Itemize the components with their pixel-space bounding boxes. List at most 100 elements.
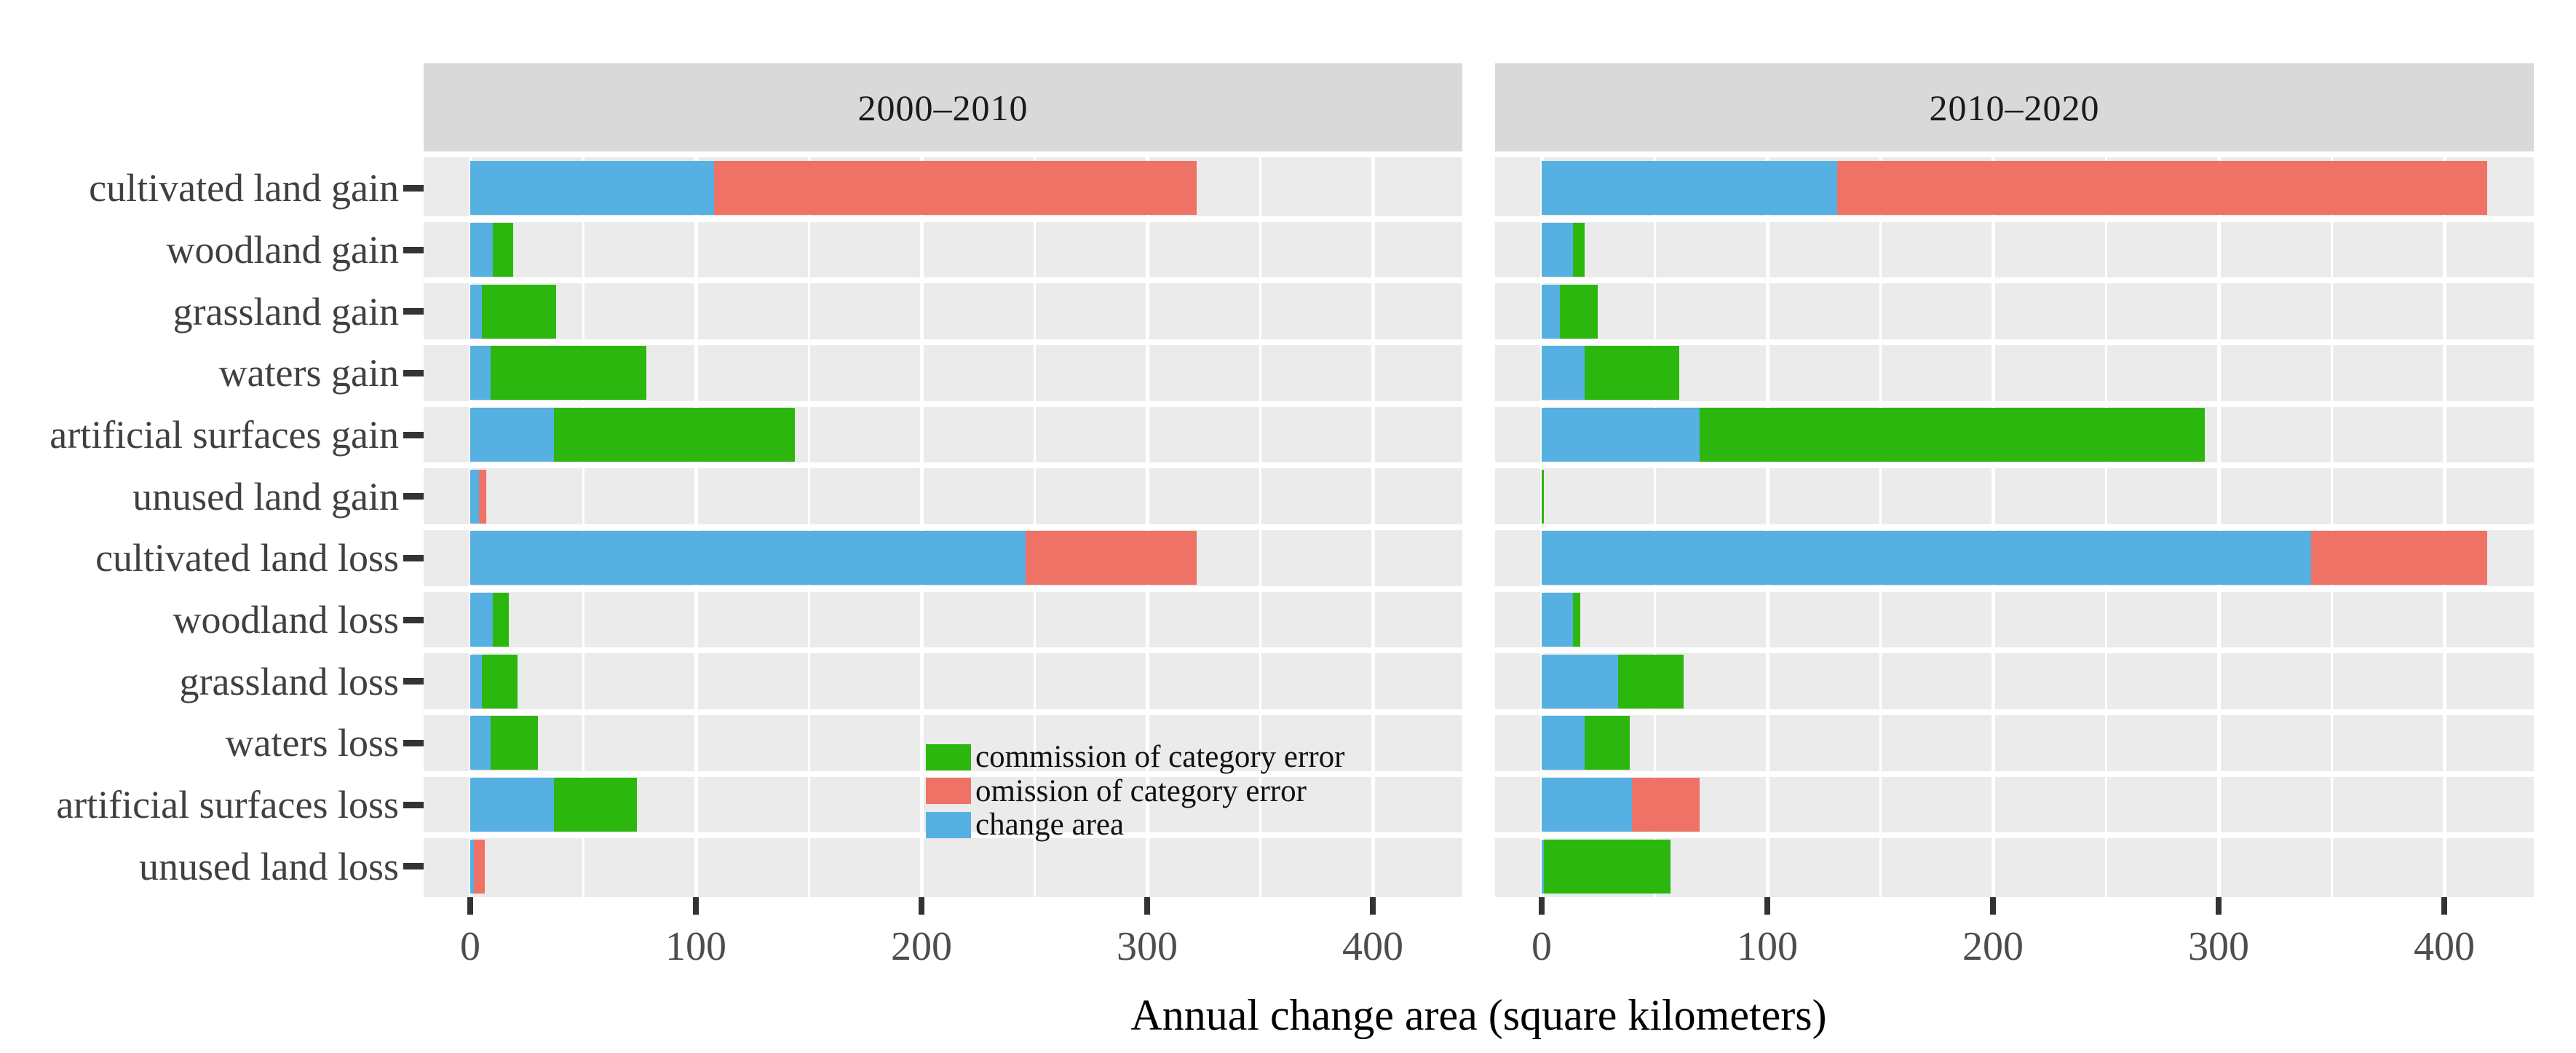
bar-segment-omission-error [713, 161, 1197, 216]
bar-segment-commission-error [493, 593, 509, 647]
bar-segment-change-area [1542, 593, 1574, 647]
bar-row [424, 716, 1462, 770]
y-tick-mark [403, 431, 424, 438]
x-tick-label: 200 [891, 924, 952, 969]
bar-segment-commission-error [490, 346, 646, 401]
bar-row [424, 284, 1462, 339]
y-axis-label: cultivated land loss [95, 536, 399, 580]
bar-segment-change-area [470, 223, 493, 277]
x-tick-mark [1539, 897, 1545, 915]
bar-segment-change-area [470, 161, 714, 216]
x-tick-label: 400 [1342, 924, 1403, 969]
x-axis-title: Annual change area (square kilometers) [1130, 991, 1827, 1039]
bar-segment-change-area [470, 531, 1026, 585]
x-tick-label: 0 [1531, 924, 1552, 969]
y-tick-mark [403, 801, 424, 808]
bar-row [424, 531, 1462, 585]
y-tick-mark [403, 678, 424, 685]
bar-row [424, 223, 1462, 277]
legend-key-change-icon [926, 811, 971, 838]
bar-row [1495, 593, 2534, 647]
bar-segment-commission-error [1700, 408, 2206, 462]
x-tick-mark [1990, 897, 1996, 915]
bar-row [1495, 654, 2534, 709]
bar-segment-commission-error [490, 716, 538, 770]
y-tick-mark [403, 308, 424, 315]
y-axis-label: woodland gain [166, 228, 399, 272]
x-tick-mark [1764, 897, 1770, 915]
x-tick-label: 300 [2188, 924, 2249, 969]
bar-segment-change-area [1542, 654, 1619, 709]
bar-segment-change-area [1542, 716, 1585, 770]
bar-segment-change-area [1542, 346, 1585, 401]
x-tick-mark [2216, 897, 2222, 915]
bar-segment-change-area [1542, 161, 1838, 216]
gridline-row-separator [1495, 647, 2534, 654]
gridline-row-separator [424, 462, 1462, 469]
x-tick-label: 100 [665, 924, 726, 969]
bar-segment-omission-error [1837, 161, 2487, 216]
gridline-row-separator [1495, 832, 2534, 839]
legend-label: omission of category error [975, 773, 1307, 808]
bar-segment-commission-error [1573, 593, 1580, 647]
bar-segment-commission-error [1559, 284, 1598, 339]
bar-row [424, 778, 1462, 832]
bar-row [424, 408, 1462, 462]
bar-segment-change-area [1542, 839, 1545, 894]
bar-segment-omission-error [473, 839, 486, 894]
bar-segment-change-area [1542, 284, 1560, 339]
y-tick-mark [403, 554, 424, 561]
bar-segment-omission-error [1025, 531, 1197, 585]
x-tick-mark [1144, 897, 1150, 915]
gridline-row-separator [424, 339, 1462, 345]
bar-segment-change-area [470, 469, 480, 524]
bar-segment-commission-error [493, 223, 513, 277]
bar-segment-change-area [470, 716, 491, 770]
bar-segment-commission-error [1584, 346, 1680, 401]
gridline-row-separator [424, 647, 1462, 654]
x-tick-label: 0 [460, 924, 480, 969]
bar-segment-commission-error [1618, 654, 1684, 709]
bar-segment-commission-error [553, 778, 638, 832]
bar-segment-commission-error [553, 408, 796, 462]
bar-row [424, 593, 1462, 647]
bar-segment-change-area [470, 593, 493, 647]
bar-row [1495, 346, 2534, 401]
y-axis-label: artificial surfaces loss [56, 783, 399, 827]
gridline-row-separator [1495, 339, 2534, 345]
bar-segment-commission-error [1542, 469, 1545, 524]
gridline-row-separator [1495, 216, 2534, 222]
facet-title: 2010–2020 [1929, 87, 2100, 128]
facet-strip: 2000–2010 [424, 63, 1462, 151]
gridline-row-separator [424, 401, 1462, 407]
y-axis-label: unused land gain [132, 474, 399, 518]
gridline-row-separator [1495, 770, 2534, 777]
bar-segment-omission-error [479, 469, 486, 524]
gridline-row-separator [424, 524, 1462, 530]
gridline-row-separator [424, 585, 1462, 592]
bar-segment-change-area [470, 346, 491, 401]
y-tick-mark [403, 184, 424, 192]
gridline-row-separator [424, 770, 1462, 777]
legend-item: omission of category error [926, 774, 1307, 808]
gridline-row-separator [424, 277, 1462, 284]
bar-segment-change-area [470, 778, 554, 832]
x-tick-mark [1370, 897, 1376, 915]
legend-item: change area [926, 808, 1124, 842]
x-tick-mark [693, 897, 699, 915]
gridline-row-separator [1495, 401, 2534, 407]
bar-segment-change-area [1542, 223, 1574, 277]
y-tick-mark [403, 739, 424, 746]
y-axis-label: cultivated land gain [89, 166, 399, 210]
gridline-row-separator [1495, 277, 2534, 284]
legend-key-commission-icon [926, 744, 971, 770]
legend-item: commission of category error [926, 740, 1344, 774]
bar-row [1495, 408, 2534, 462]
y-axis-label: grassland gain [173, 289, 399, 334]
x-tick-label: 100 [1737, 924, 1798, 969]
facet-strip: 2010–2020 [1495, 63, 2534, 151]
x-tick-label: 300 [1117, 924, 1178, 969]
x-tick-label: 200 [1962, 924, 2024, 969]
y-axis-label: woodland loss [173, 598, 400, 642]
